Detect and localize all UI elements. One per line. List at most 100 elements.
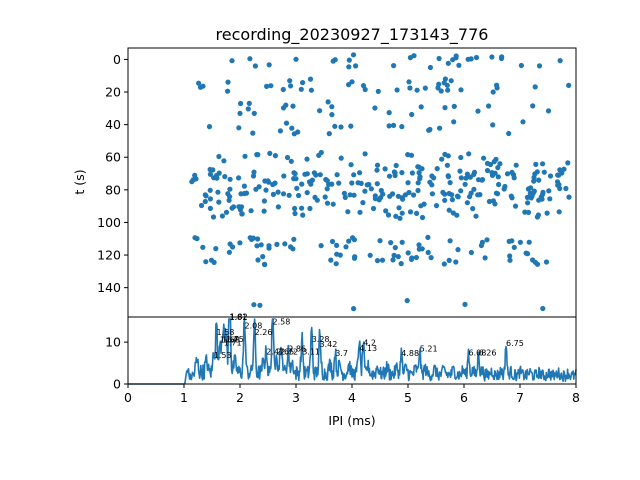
- scatter-point: [536, 197, 542, 203]
- scatter-point: [509, 169, 515, 175]
- peak-labels: 1.751.531.581.641.681.711.811.822.082.26…: [214, 312, 524, 360]
- histogram-x-tick-label: 0: [124, 390, 132, 405]
- scatter-point: [242, 153, 248, 159]
- scatter-point: [214, 172, 220, 179]
- scatter-point: [399, 239, 405, 245]
- scatter-point: [466, 151, 472, 157]
- scatter-y-tick-label: 100: [97, 215, 121, 230]
- scatter-point: [436, 55, 442, 62]
- scatter-point: [226, 249, 232, 255]
- scatter-point: [422, 85, 428, 91]
- scatter-point: [561, 166, 567, 172]
- scatter-point: [495, 165, 501, 171]
- scatter-point: [255, 257, 261, 263]
- scatter-point: [345, 209, 351, 215]
- scatter-point: [433, 203, 440, 209]
- scatter-point: [411, 192, 417, 198]
- peak-label: 1.68: [222, 335, 240, 344]
- scatter-point: [350, 235, 356, 241]
- scatter-point: [495, 174, 501, 180]
- peak-label: 6.75: [506, 339, 524, 348]
- scatter-point: [444, 162, 450, 168]
- scatter-point: [416, 164, 422, 170]
- histogram-x-tick-label: 4: [348, 390, 356, 405]
- scatter-point: [383, 208, 389, 214]
- scatter-point: [246, 100, 252, 106]
- peak-label: 1.58: [217, 328, 235, 337]
- scatter-point: [370, 205, 377, 212]
- scatter-point: [506, 130, 512, 137]
- scatter-point: [288, 158, 294, 164]
- scatter-point: [289, 125, 295, 131]
- histogram-x-tick-label: 3: [292, 390, 300, 405]
- scatter-point: [351, 255, 358, 261]
- scatter-point: [395, 193, 401, 199]
- scatter-point: [202, 198, 208, 205]
- scatter-point: [293, 56, 299, 62]
- scatter-point: [406, 79, 412, 85]
- scatter-point: [346, 64, 352, 70]
- scatter-point: [263, 187, 269, 193]
- scatter-point: [236, 125, 242, 131]
- scatter-point: [470, 206, 476, 212]
- scatter-point: [458, 175, 464, 181]
- scatter-point: [414, 87, 420, 93]
- scatter-point: [300, 212, 306, 218]
- scatter-point: [326, 131, 332, 137]
- scatter-point: [379, 257, 386, 263]
- scatter-point: [353, 63, 359, 69]
- scatter-point: [475, 108, 481, 114]
- scatter-point: [494, 85, 500, 91]
- scatter-point: [391, 122, 397, 128]
- scatter-point: [190, 177, 196, 183]
- scatter-point: [455, 194, 461, 200]
- scatter-point: [545, 108, 552, 114]
- scatter-point: [416, 246, 422, 252]
- scatter-point: [261, 198, 267, 204]
- scatter-point: [453, 55, 459, 61]
- scatter-point: [197, 84, 204, 90]
- scatter-point: [386, 110, 392, 116]
- scatter-point: [440, 189, 446, 195]
- scatter-point: [463, 175, 469, 181]
- scatter-point: [523, 250, 529, 256]
- scatter-point: [294, 185, 300, 191]
- scatter-point: [338, 155, 344, 161]
- scatter-point: [453, 259, 459, 265]
- scatter-point: [347, 192, 353, 198]
- scatter-point: [404, 298, 410, 304]
- scatter-point: [210, 214, 217, 220]
- scatter-point: [484, 237, 490, 243]
- scatter-point: [389, 191, 396, 197]
- scatter-point: [207, 196, 213, 202]
- scatter-point: [397, 215, 403, 221]
- scatter-point: [341, 190, 347, 196]
- scatter-point: [490, 122, 496, 128]
- scatter-point: [415, 180, 421, 186]
- scatter-point: [207, 187, 213, 193]
- scatter-points: [189, 52, 572, 312]
- scatter-point: [425, 249, 431, 256]
- scatter-point: [252, 63, 258, 69]
- scatter-point: [509, 195, 515, 201]
- scatter-point: [318, 243, 324, 249]
- peak-label: 2.47: [266, 348, 284, 357]
- scatter-point: [435, 85, 441, 91]
- scatter-point: [565, 160, 571, 166]
- scatter-point: [375, 88, 381, 94]
- peak-label: 4.2: [363, 339, 376, 348]
- scatter-point: [481, 155, 487, 161]
- peak-label: 4.13: [359, 344, 377, 353]
- scatter-point: [475, 192, 481, 198]
- scatter-point: [329, 238, 336, 245]
- scatter-point: [405, 180, 411, 186]
- scatter-point: [541, 169, 547, 175]
- scatter-point: [536, 63, 543, 69]
- scatter-point: [328, 257, 334, 263]
- scatter-point: [322, 194, 328, 200]
- histogram-y-tick-label: 0: [113, 377, 121, 392]
- scatter-point: [393, 162, 399, 169]
- scatter-y-tick-label: 80: [105, 182, 121, 197]
- scatter-point: [535, 212, 542, 218]
- scatter-point: [455, 247, 461, 253]
